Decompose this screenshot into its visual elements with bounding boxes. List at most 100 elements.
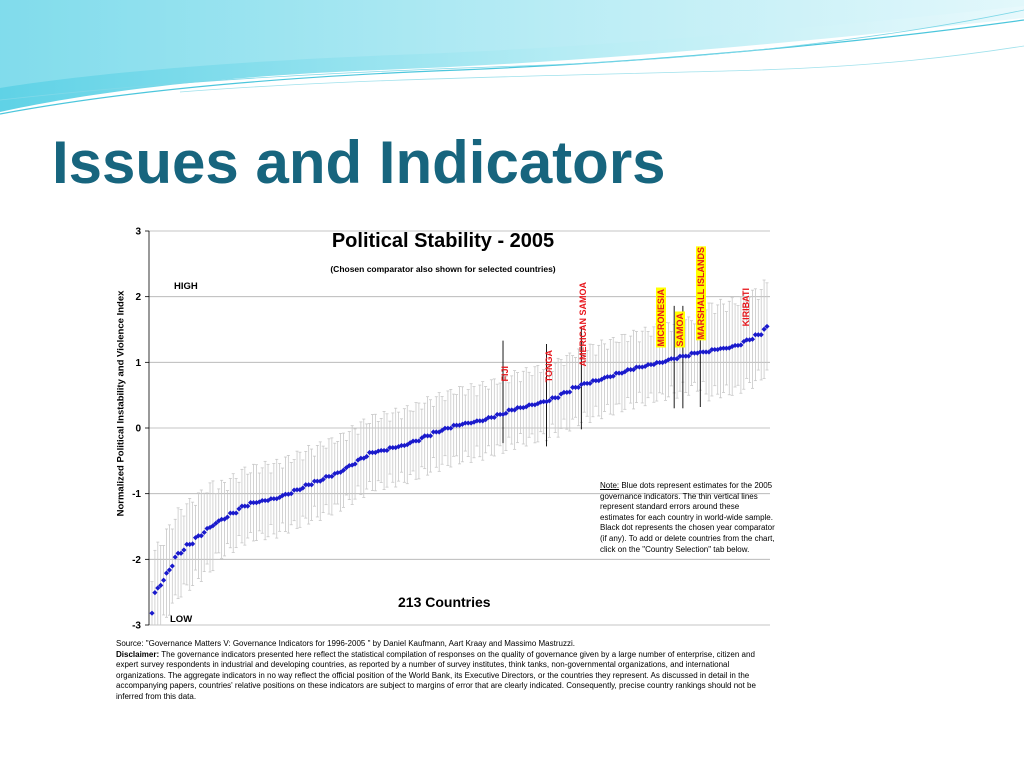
estimate-point xyxy=(668,356,674,362)
estimate-point xyxy=(413,438,419,444)
estimate-point xyxy=(497,411,503,418)
estimate-point xyxy=(387,445,393,451)
estimate-point xyxy=(703,349,709,355)
note-text: Blue dots represent estimates for the 20… xyxy=(600,481,775,554)
estimate-point xyxy=(172,554,178,560)
estimate-point xyxy=(613,370,619,376)
estimate-point xyxy=(561,389,567,395)
estimate-point xyxy=(564,389,570,395)
y-tick-label: -3 xyxy=(132,621,141,632)
estimate-point xyxy=(236,506,242,512)
high-label: HIGH xyxy=(174,281,198,292)
estimate-point xyxy=(662,358,669,365)
estimate-point xyxy=(216,518,222,524)
source-line: Source: "Governance Matters V: Governanc… xyxy=(116,639,575,648)
y-tick-label: -1 xyxy=(132,489,141,500)
estimate-point xyxy=(158,582,164,588)
estimate-point xyxy=(201,529,207,536)
estimate-point xyxy=(436,429,442,435)
estimate-point xyxy=(343,465,349,471)
low-label: LOW xyxy=(170,614,193,625)
chart-title: Political Stability - 2005 xyxy=(331,230,555,252)
estimate-point xyxy=(163,570,170,576)
estimate-point xyxy=(242,503,248,509)
estimate-point xyxy=(706,349,712,355)
estimate-point xyxy=(433,429,439,435)
estimate-point xyxy=(607,374,613,380)
estimate-point xyxy=(555,395,561,401)
estimate-point xyxy=(584,380,590,387)
estimate-point xyxy=(572,384,579,390)
chart-canvas: 3 2 1 0 -1 -2 -3 xyxy=(132,227,770,632)
estimate-point xyxy=(645,361,651,368)
estimate-point xyxy=(430,429,436,435)
estimate-point xyxy=(558,391,564,397)
estimate-point xyxy=(317,478,323,484)
country-label: MARSHALL ISLANDS xyxy=(696,246,707,341)
estimate-point xyxy=(233,510,239,516)
estimate-point xyxy=(210,523,216,529)
y-tick-label: 0 xyxy=(135,424,141,435)
estimate-point xyxy=(483,417,489,423)
estimate-point xyxy=(219,516,225,522)
estimate-point xyxy=(601,375,608,381)
estimate-point xyxy=(654,359,660,366)
estimate-point xyxy=(599,376,605,382)
estimate-point xyxy=(221,516,228,522)
estimate-point xyxy=(636,364,642,370)
estimate-point xyxy=(674,356,680,362)
country-label: TONGA xyxy=(543,350,554,383)
estimate-point xyxy=(657,359,663,366)
estimate-point xyxy=(494,411,500,418)
y-tick-label: -2 xyxy=(132,555,141,566)
estimate-point xyxy=(184,541,190,547)
estimate-point xyxy=(520,405,526,411)
source-block: Source: "Governance Matters V: Governanc… xyxy=(116,639,772,703)
estimate-point xyxy=(729,343,735,350)
estimate-point xyxy=(175,550,181,556)
estimate-point xyxy=(541,399,547,405)
estimate-point xyxy=(427,433,434,439)
disclaimer-label: Disclaimer: xyxy=(116,649,160,659)
chart-note: Note: Blue dots represent estimates for … xyxy=(600,481,775,555)
country-label: SAMOA xyxy=(674,312,685,348)
estimate-point xyxy=(178,550,184,556)
estimate-point xyxy=(361,455,367,461)
estimate-point xyxy=(758,332,764,338)
estimate-point xyxy=(686,353,692,359)
estimate-point xyxy=(581,380,587,387)
estimate-point xyxy=(642,363,648,370)
estimate-point xyxy=(294,487,300,493)
estimate-point xyxy=(149,610,155,616)
estimate-point xyxy=(230,510,236,516)
chart-subtitle: (Chosen comparator also shown for select… xyxy=(330,264,556,274)
note-heading: Note: xyxy=(600,481,620,490)
estimate-point xyxy=(526,402,532,408)
estimate-point xyxy=(671,356,677,362)
estimate-point xyxy=(514,405,521,411)
estimate-point xyxy=(622,369,628,375)
estimate-point xyxy=(477,418,483,424)
estimate-point xyxy=(195,533,202,539)
estimate-point xyxy=(346,462,352,469)
estimate-point xyxy=(480,418,486,424)
estimate-point xyxy=(587,380,593,386)
estimate-point xyxy=(552,395,558,401)
estimate-point xyxy=(378,447,384,454)
header-wave-decoration xyxy=(0,0,1024,115)
estimate-point xyxy=(517,405,524,411)
estimate-point xyxy=(529,402,535,408)
estimate-point xyxy=(448,425,454,431)
estimate-point xyxy=(207,524,213,531)
estimate-point xyxy=(744,337,750,343)
country-count-label: 213 Countries xyxy=(398,594,491,610)
estimate-point xyxy=(364,453,370,460)
estimate-point xyxy=(300,485,306,491)
estimate-point xyxy=(166,567,173,573)
estimate-point xyxy=(720,345,727,351)
slide-title: Issues and Indicators xyxy=(52,129,666,196)
estimate-point xyxy=(630,366,637,373)
estimate-point xyxy=(224,514,231,520)
estimate-point xyxy=(410,438,416,444)
estimate-point xyxy=(567,389,573,395)
